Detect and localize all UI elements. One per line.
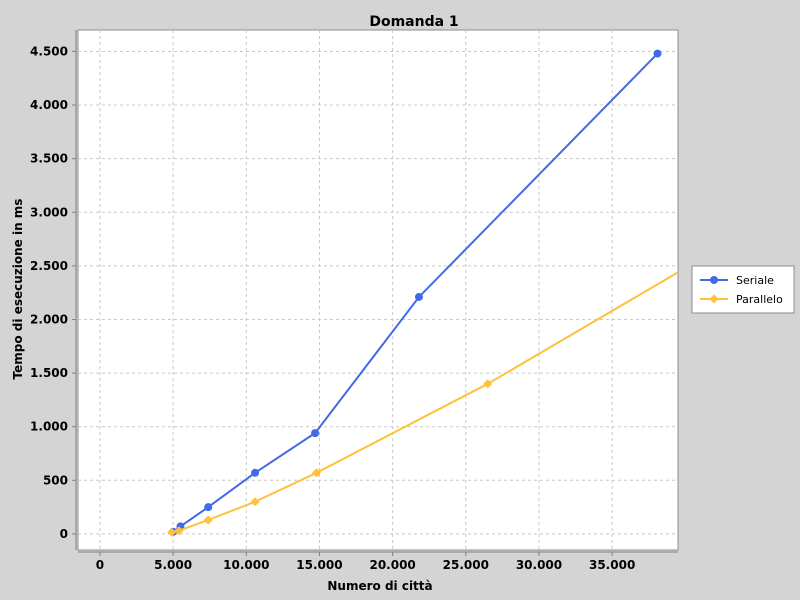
chart-title: Domanda 1 (369, 14, 458, 30)
legend-label: Parallelo (736, 293, 783, 306)
y-tick-label: 500 (43, 473, 68, 487)
x-tick-label: 5.000 (154, 558, 192, 572)
plot-area (77, 29, 679, 551)
data-point (251, 468, 260, 477)
grid (78, 30, 678, 550)
data-point (414, 292, 423, 301)
x-tick-label: 35.000 (589, 558, 635, 572)
x-tick-label: 30.000 (516, 558, 562, 572)
x-tick-label: 25.000 (443, 558, 489, 572)
x-tick-label: 10.000 (223, 558, 269, 572)
x-axis-ticks: 0 5.000 10.000 15.000 20.000 25.000 30.000 35.0… (96, 552, 635, 572)
x-axis-title: Numero di città (327, 579, 432, 593)
y-tick-label: 3.000 (30, 205, 68, 219)
legend: Seriale Parallelo (691, 265, 795, 314)
x-tick-label: 15.000 (296, 558, 342, 572)
legend-box (691, 265, 795, 314)
y-tick-label: 1.000 (30, 420, 68, 434)
y-tick-label: 3.500 (30, 152, 68, 166)
data-point (203, 515, 213, 525)
legend-marker (710, 276, 718, 284)
data-point (312, 468, 322, 478)
legend-label: Seriale (736, 274, 774, 287)
data-point (167, 527, 177, 537)
data-point (250, 497, 260, 507)
data-point (653, 49, 662, 58)
data-point (311, 429, 320, 438)
data-point (483, 379, 493, 389)
data-point (174, 526, 184, 536)
data-point (204, 503, 213, 512)
series-layer (167, 49, 704, 537)
data-point (695, 255, 704, 264)
y-tick-label: 4.500 (30, 44, 68, 58)
y-tick-label: 4.000 (30, 98, 68, 112)
series-parallelo (167, 255, 704, 537)
x-tick-label: 20.000 (369, 558, 415, 572)
y-axis-ticks: 0 500 1.000 1.500 2.000 2.500 3.000 3.500 4.000 4… (30, 44, 76, 541)
y-tick-label: 0 (60, 527, 68, 541)
y-tick-label: 2.500 (30, 259, 68, 273)
x-tick-label: 0 (96, 558, 104, 572)
legend-marker (709, 294, 719, 304)
axes (75, 30, 678, 553)
y-tick-label: 2.000 (30, 312, 68, 326)
y-tick-label: 1.500 (30, 366, 68, 380)
y-axis-title: Tempo di esecuzione in ms (11, 199, 25, 380)
